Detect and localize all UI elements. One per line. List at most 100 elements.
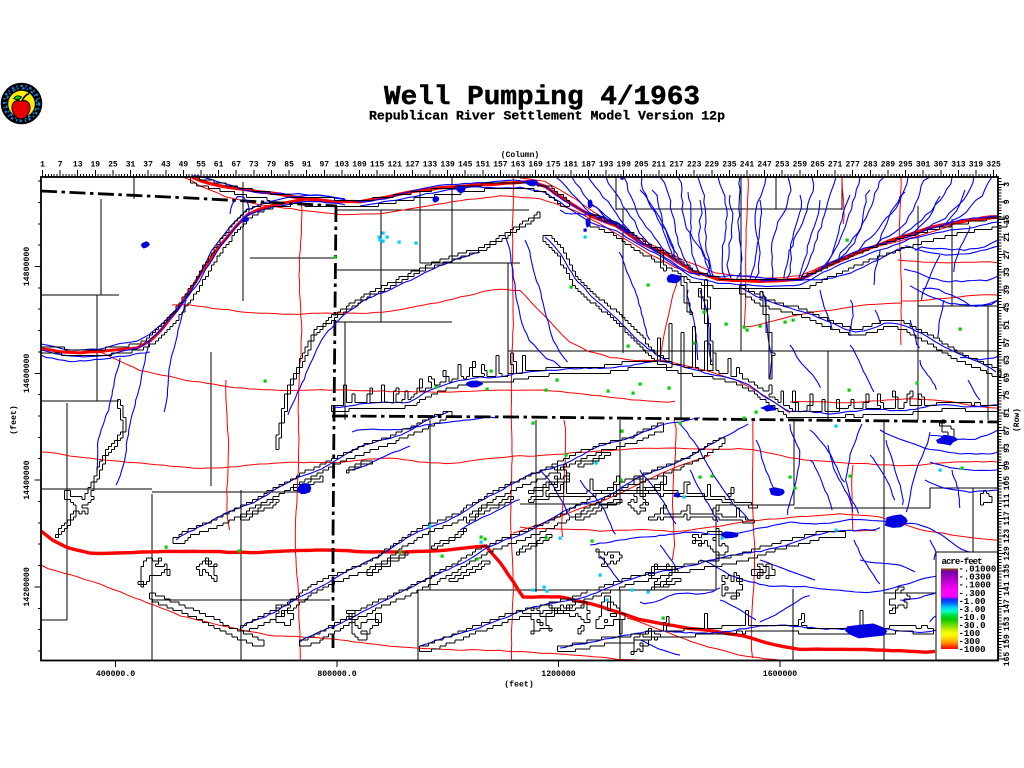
svg-text:3: 3 <box>1003 182 1012 187</box>
svg-text:13: 13 <box>73 161 83 170</box>
svg-text:193: 193 <box>599 161 614 170</box>
svg-text:223: 223 <box>687 161 702 170</box>
svg-text:211: 211 <box>652 161 667 170</box>
svg-text:81: 81 <box>1003 408 1012 418</box>
svg-text:1200000: 1200000 <box>541 670 575 679</box>
svg-text:127: 127 <box>405 161 420 170</box>
svg-text:67: 67 <box>231 161 241 170</box>
svg-text:19: 19 <box>90 161 100 170</box>
svg-text:235: 235 <box>722 161 737 170</box>
svg-text:55: 55 <box>196 161 206 170</box>
svg-text:21: 21 <box>1003 232 1012 242</box>
svg-text:-1000: -1000 <box>959 645 986 655</box>
svg-text:313: 313 <box>951 161 966 170</box>
svg-text:61: 61 <box>214 161 224 170</box>
svg-text:93: 93 <box>1003 443 1012 453</box>
svg-text:acre-feet: acre-feet <box>942 557 983 567</box>
svg-text:259: 259 <box>793 161 808 170</box>
svg-text:33: 33 <box>1003 267 1012 277</box>
svg-text:400000.0: 400000.0 <box>96 670 135 679</box>
svg-text:69: 69 <box>1003 373 1012 383</box>
svg-text:-.0300: -.0300 <box>959 573 991 583</box>
svg-text:-.01000: -.01000 <box>959 565 997 575</box>
svg-text:(feet): (feet) <box>504 680 533 690</box>
svg-text:283: 283 <box>863 161 878 170</box>
svg-text:91: 91 <box>302 161 312 170</box>
svg-text:14600000: 14600000 <box>23 354 32 393</box>
svg-text:(feet): (feet) <box>9 405 19 434</box>
svg-text:265: 265 <box>810 161 825 170</box>
svg-text:111: 111 <box>1003 493 1012 508</box>
svg-text:Republican River Settlement Mo: Republican River Settlement Model Versio… <box>369 109 725 124</box>
svg-text:63: 63 <box>1003 355 1012 365</box>
svg-text:181: 181 <box>564 161 579 170</box>
svg-text:75: 75 <box>1003 390 1012 400</box>
svg-text:199: 199 <box>616 161 631 170</box>
svg-text:133: 133 <box>423 161 438 170</box>
svg-text:139: 139 <box>440 161 455 170</box>
svg-text:39: 39 <box>1003 285 1012 295</box>
svg-text:271: 271 <box>828 161 843 170</box>
svg-text:147: 147 <box>1003 599 1012 614</box>
svg-text:51: 51 <box>1003 320 1012 330</box>
svg-text:25: 25 <box>108 161 118 170</box>
svg-text:117: 117 <box>1003 511 1012 526</box>
svg-text:7: 7 <box>58 161 63 170</box>
svg-text:15: 15 <box>1003 215 1012 225</box>
svg-text:163: 163 <box>511 161 526 170</box>
svg-text:-30.0: -30.0 <box>959 621 986 631</box>
svg-text:145: 145 <box>458 161 473 170</box>
svg-text:31: 31 <box>126 161 136 170</box>
svg-text:307: 307 <box>934 161 949 170</box>
svg-text:-10.0: -10.0 <box>959 613 986 623</box>
svg-text:325: 325 <box>986 161 1001 170</box>
svg-text:247: 247 <box>757 161 772 170</box>
svg-text:253: 253 <box>775 161 790 170</box>
svg-text:109: 109 <box>352 161 367 170</box>
svg-text:97: 97 <box>319 161 329 170</box>
svg-text:141: 141 <box>1003 581 1012 596</box>
svg-text:14800000: 14800000 <box>23 247 32 286</box>
svg-text:1600000: 1600000 <box>763 670 797 679</box>
svg-text:123: 123 <box>1003 529 1012 544</box>
svg-text:57: 57 <box>1003 338 1012 348</box>
svg-text:85: 85 <box>284 161 294 170</box>
svg-text:99: 99 <box>1003 461 1012 471</box>
svg-text:289: 289 <box>881 161 896 170</box>
svg-text:301: 301 <box>916 161 931 170</box>
svg-text:229: 229 <box>705 161 720 170</box>
svg-text:800000.0: 800000.0 <box>317 670 356 679</box>
svg-text:165: 165 <box>1003 652 1012 667</box>
svg-text:14400000: 14400000 <box>23 460 32 499</box>
svg-text:169: 169 <box>528 161 543 170</box>
svg-text:295: 295 <box>898 161 913 170</box>
svg-text:(Column): (Column) <box>501 151 539 160</box>
svg-text:49: 49 <box>179 161 189 170</box>
svg-text:9: 9 <box>1003 199 1012 204</box>
svg-text:79: 79 <box>267 161 277 170</box>
svg-text:Well Pumping 4/1963: Well Pumping 4/1963 <box>384 83 700 113</box>
svg-text:-100: -100 <box>959 629 981 639</box>
svg-text:115: 115 <box>370 161 385 170</box>
svg-text:129: 129 <box>1003 546 1012 561</box>
svg-text:-.300: -.300 <box>959 589 986 599</box>
svg-text:205: 205 <box>634 161 649 170</box>
svg-text:73: 73 <box>249 161 259 170</box>
svg-text:175: 175 <box>546 161 561 170</box>
svg-text:241: 241 <box>740 161 755 170</box>
svg-text:-1.00: -1.00 <box>959 597 986 607</box>
svg-text:277: 277 <box>845 161 860 170</box>
svg-text:(Row): (Row) <box>1013 408 1022 432</box>
svg-text:105: 105 <box>1003 476 1012 491</box>
svg-text:187: 187 <box>581 161 596 170</box>
svg-text:1: 1 <box>40 161 45 170</box>
svg-text:-.1000: -.1000 <box>959 581 991 591</box>
svg-text:-300: -300 <box>959 637 981 647</box>
svg-text:157: 157 <box>493 161 508 170</box>
svg-text:153: 153 <box>1003 617 1012 632</box>
svg-text:121: 121 <box>387 161 402 170</box>
svg-text:319: 319 <box>969 161 984 170</box>
svg-text:45: 45 <box>1003 302 1012 312</box>
svg-text:14200000: 14200000 <box>23 567 32 606</box>
svg-text:103: 103 <box>335 161 350 170</box>
